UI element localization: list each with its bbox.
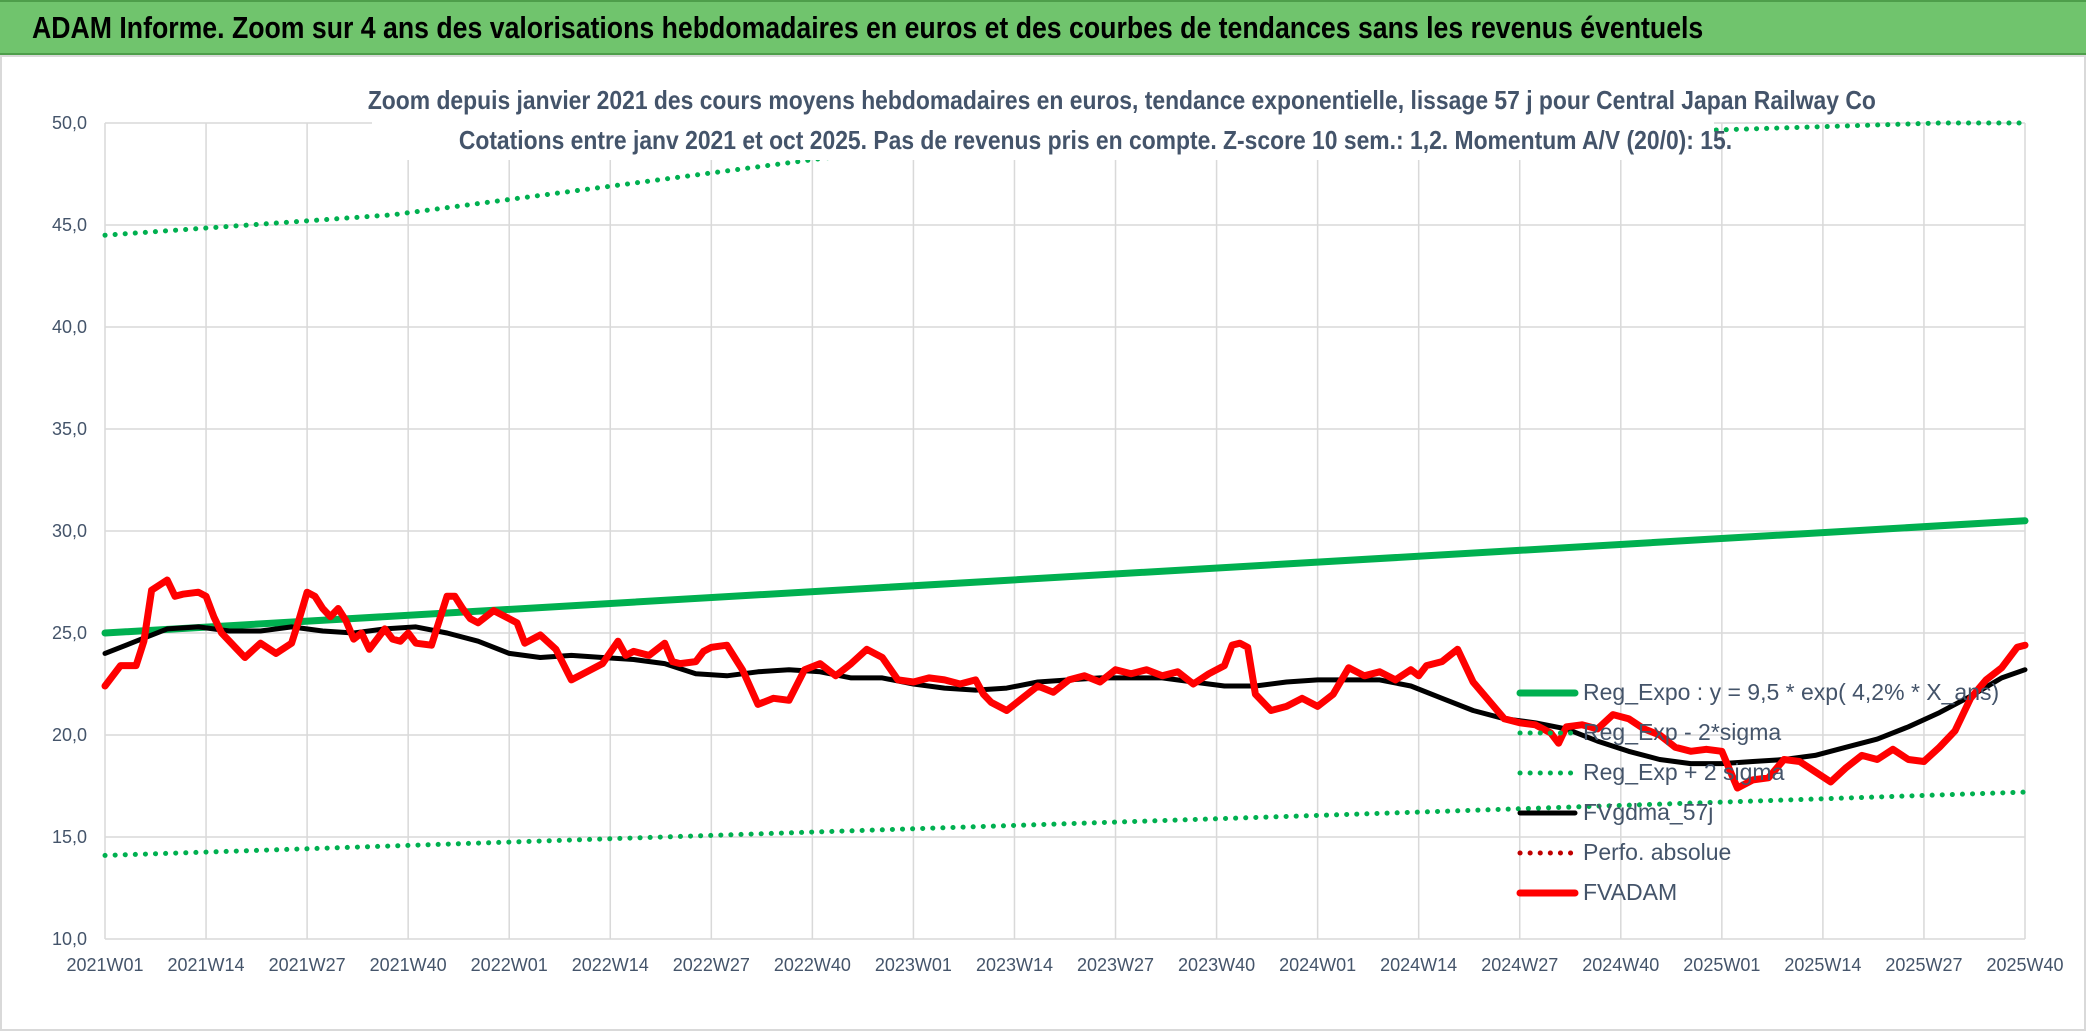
x-tick-label: 2023W27 [1077,955,1154,975]
chart-subtitle: Cotations entre janv 2021 et oct 2025. P… [372,120,1732,160]
x-tick-label: 2025W27 [1885,955,1962,975]
series-line-fvadam-solid-thick [101,576,2029,792]
legend-label: FVADAM [1583,879,1678,905]
x-tick-label: 2021W01 [66,955,143,975]
x-tick-label: 2023W14 [976,955,1053,975]
series-line-reg_expo-solid-thick [101,517,2029,637]
y-tick-label: 30,0 [52,521,87,541]
x-tick-label: 2024W01 [1279,955,1356,975]
x-tick-label: 2023W01 [875,955,952,975]
report-title: ADAM Informe. Zoom sur 4 ans des valoris… [32,10,1704,45]
x-tick-label: 2024W40 [1582,955,1659,975]
y-tick-label: 15,0 [52,827,87,847]
y-tick-label: 25,0 [52,623,87,643]
x-tick-label: 2024W14 [1380,955,1457,975]
x-tick-label: 2022W40 [774,955,851,975]
y-tick-label: 40,0 [52,317,87,337]
x-tick-label: 2021W27 [269,955,346,975]
legend-label: Reg_Exp - 2*sigma [1583,719,1782,745]
y-tick-label: 20,0 [52,725,87,745]
series-line-reg_expo-dotted [102,789,2028,858]
x-tick-label: 2025W01 [1683,955,1760,975]
x-tick-label: 2022W14 [572,955,649,975]
y-tick-label: 35,0 [52,419,87,439]
x-tick-label: 2025W40 [1986,955,2063,975]
legend-symbols [1516,689,1579,897]
x-tick-label: 2021W40 [370,955,447,975]
grid-layer [104,122,2026,940]
y-axis-ticks: 10,0 15,0 20,0 25,0 30,0 35,0 40,0 45,0 50,0 [52,113,87,949]
legend-label: Reg_Exp + 2 sigma [1583,759,1785,785]
x-axis-ticks: 2021W01 2021W14 2021W27 2021W40 2022W01 2022W… [66,955,2063,975]
x-tick-label: 2024W27 [1481,955,1558,975]
x-tick-label: 2023W40 [1178,955,1255,975]
x-tick-label: 2025W14 [1784,955,1861,975]
x-tick-label: 2022W27 [673,955,750,975]
y-tick-label: 10,0 [52,929,87,949]
legend-label: Reg_Expo : y = 9,5 * exp( 4,2% * X_ans) [1583,679,2000,705]
y-tick-label: 50,0 [52,113,87,133]
x-tick-label: 2021W14 [168,955,245,975]
chart-title: Zoom depuis janvier 2021 des cours moyen… [265,80,1876,120]
x-tick-label: 2022W01 [471,955,548,975]
series-line-reg_expo-dotted [102,120,2028,238]
series-layer [101,120,2029,858]
report-banner: ADAM Informe. Zoom sur 4 ans des valoris… [0,0,2086,55]
legend-label: FVgdma_57j [1583,799,1714,825]
y-tick-label: 45,0 [52,215,87,235]
legend-label: Perfo. absolue [1583,839,1732,865]
